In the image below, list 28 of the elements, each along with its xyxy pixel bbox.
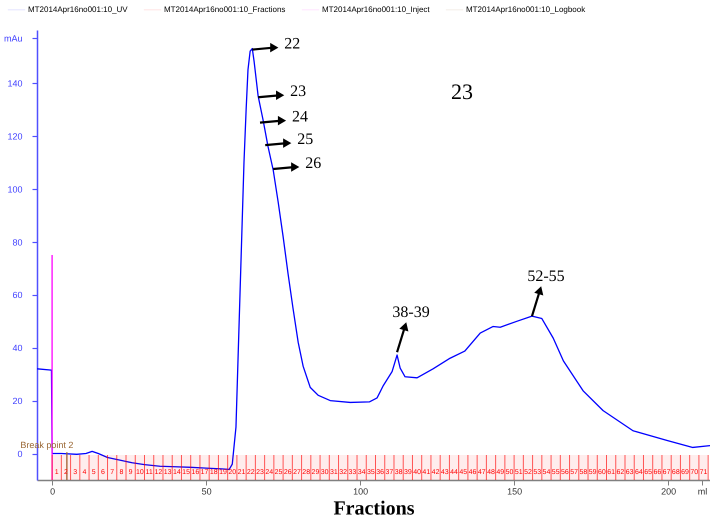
legend-label: MT2014Apr16no001:10_Inject [322, 4, 430, 14]
x-tick-label: ml [698, 486, 708, 496]
x-tick-label: 0 [50, 486, 56, 496]
annotation: 23 [290, 83, 306, 100]
x-tick-label: 150 [507, 486, 522, 496]
y-tick-label: 100 [7, 184, 22, 194]
y-tick-label: 0 [17, 449, 22, 460]
legend-label: MT2014Apr16no001:10_Fractions [164, 4, 286, 14]
y-tick-label: 60 [12, 290, 22, 300]
annotation: 38-39 [392, 304, 430, 322]
y-tick-label: 140 [7, 78, 22, 88]
y-tick-label: mAu [4, 33, 22, 44]
legend-label: MT2014Apr16no001:10_UV [28, 4, 128, 14]
annotation: 24 [292, 108, 308, 126]
x-axis-title: Fractions [333, 498, 415, 519]
annotation: 25 [297, 131, 314, 148]
annotation: 23 [451, 79, 473, 104]
y-tick-label: 20 [12, 396, 22, 406]
annotation: 26 [305, 154, 322, 172]
x-tick-label: 200 [661, 486, 676, 496]
y-tick-label: 40 [12, 343, 22, 354]
x-tick-label: 100 [353, 486, 368, 496]
x-tick-label: 50 [202, 486, 212, 496]
y-tick-label: 80 [12, 237, 22, 248]
annotation: 52-55 [527, 268, 565, 286]
annotation: 22 [284, 36, 300, 53]
y-tick-label: 120 [7, 131, 22, 142]
legend-label: MT2014Apr16no001:10_Logbook [466, 4, 586, 14]
